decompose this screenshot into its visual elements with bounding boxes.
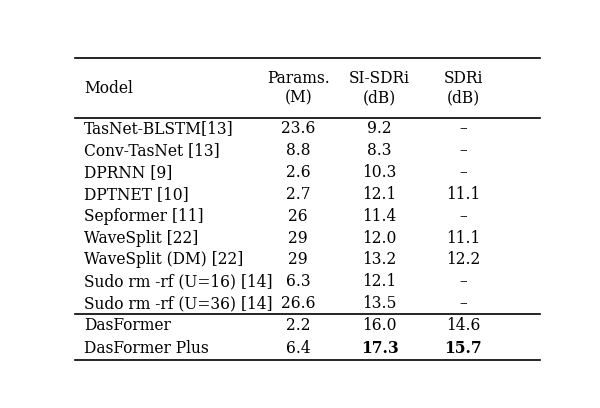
- Text: 11.1: 11.1: [446, 230, 481, 246]
- Text: 26: 26: [289, 208, 308, 225]
- Text: 6.4: 6.4: [286, 340, 311, 357]
- Text: 12.2: 12.2: [446, 251, 481, 268]
- Text: –: –: [460, 273, 467, 290]
- Text: 16.0: 16.0: [362, 317, 397, 334]
- Text: DPTNET [10]: DPTNET [10]: [84, 186, 189, 203]
- Text: 13.5: 13.5: [362, 295, 397, 312]
- Text: DPRNN [9]: DPRNN [9]: [84, 164, 173, 181]
- Text: Model: Model: [84, 80, 133, 97]
- Text: 2.7: 2.7: [286, 186, 310, 203]
- Text: 10.3: 10.3: [362, 164, 397, 181]
- Text: 12.0: 12.0: [362, 230, 397, 246]
- Text: 2.6: 2.6: [286, 164, 311, 181]
- Text: SDRi
(dB): SDRi (dB): [443, 70, 483, 106]
- Text: DasFormer Plus: DasFormer Plus: [84, 340, 209, 357]
- Text: Sudo rm -rf (U=36) [14]: Sudo rm -rf (U=36) [14]: [84, 295, 273, 312]
- Text: 17.3: 17.3: [361, 340, 398, 357]
- Text: SI-SDRi
(dB): SI-SDRi (dB): [349, 70, 410, 106]
- Text: Conv-TasNet [13]: Conv-TasNet [13]: [84, 142, 220, 159]
- Text: 14.6: 14.6: [446, 317, 481, 334]
- Text: –: –: [460, 295, 467, 312]
- Text: 6.3: 6.3: [286, 273, 311, 290]
- Text: 2.2: 2.2: [286, 317, 310, 334]
- Text: Sepformer [11]: Sepformer [11]: [84, 208, 204, 225]
- Text: –: –: [460, 120, 467, 137]
- Text: WaveSplit (DM) [22]: WaveSplit (DM) [22]: [84, 251, 244, 268]
- Text: DasFormer: DasFormer: [84, 317, 171, 334]
- Text: 29: 29: [289, 230, 308, 246]
- Text: 8.3: 8.3: [367, 142, 392, 159]
- Text: –: –: [460, 142, 467, 159]
- Text: 11.1: 11.1: [446, 186, 481, 203]
- Text: 8.8: 8.8: [286, 142, 310, 159]
- Text: 12.1: 12.1: [362, 273, 397, 290]
- Text: 12.1: 12.1: [362, 186, 397, 203]
- Text: 11.4: 11.4: [362, 208, 397, 225]
- Text: 29: 29: [289, 251, 308, 268]
- Text: Sudo rm -rf (U=16) [14]: Sudo rm -rf (U=16) [14]: [84, 273, 273, 290]
- Text: Params.
(M): Params. (M): [267, 70, 329, 106]
- Text: –: –: [460, 208, 467, 225]
- Text: WaveSplit [22]: WaveSplit [22]: [84, 230, 199, 246]
- Text: 13.2: 13.2: [362, 251, 397, 268]
- Text: 23.6: 23.6: [281, 120, 316, 137]
- Text: –: –: [460, 164, 467, 181]
- Text: 26.6: 26.6: [281, 295, 316, 312]
- Text: 15.7: 15.7: [445, 340, 482, 357]
- Text: TasNet-BLSTM[13]: TasNet-BLSTM[13]: [84, 120, 234, 137]
- Text: 9.2: 9.2: [367, 120, 392, 137]
